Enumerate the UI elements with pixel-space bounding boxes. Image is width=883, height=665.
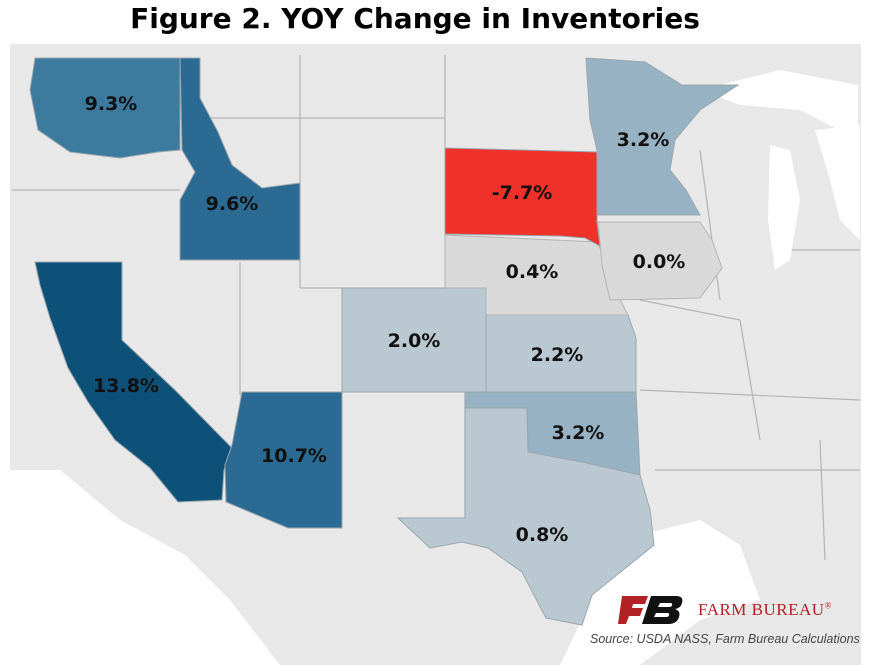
state-idaho	[179, 57, 301, 261]
farm-bureau-logo-icon	[618, 596, 683, 624]
label-south-dakota: -7.7%	[492, 182, 553, 204]
label-oklahoma: 3.2%	[552, 422, 605, 444]
state-california	[34, 261, 233, 503]
state-arizona	[224, 391, 343, 529]
source-note: Source: USDA NASS, Farm Bureau Calculati…	[590, 632, 860, 646]
label-colorado: 2.0%	[388, 330, 441, 352]
state-iowa	[597, 221, 723, 301]
label-minnesota: 3.2%	[617, 129, 670, 151]
label-iowa: 0.0%	[633, 251, 686, 273]
label-washington: 9.3%	[85, 93, 138, 115]
state-texas	[396, 407, 655, 626]
label-idaho: 9.6%	[206, 193, 259, 215]
map-title: Figure 2. YOY Change in Inventories	[130, 2, 700, 35]
state-minnesota	[585, 57, 740, 216]
label-nebraska: 0.4%	[506, 261, 559, 283]
brand-name: FARM BUREAU®	[698, 600, 832, 619]
water-bodies	[10, 70, 860, 665]
state-washington	[29, 57, 181, 159]
choropleth-map: 9.3% 9.6% 13.8% 10.7% 2.0% 2.2% 3.2% 0.8…	[10, 44, 861, 665]
label-california: 13.8%	[93, 375, 159, 397]
label-arizona: 10.7%	[261, 445, 327, 467]
label-kansas: 2.2%	[531, 344, 584, 366]
label-texas: 0.8%	[516, 524, 569, 546]
